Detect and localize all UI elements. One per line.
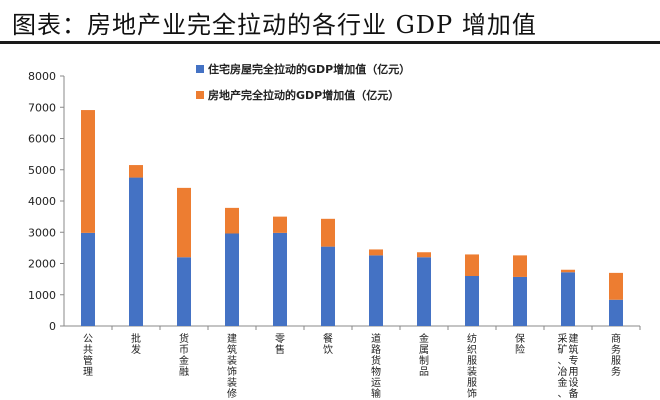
bar-series-1: [321, 246, 335, 326]
bar-series-2: [225, 207, 239, 234]
y-tick-label: 3000: [28, 226, 56, 239]
x-tick-label: 纺织服装服饰: [467, 332, 477, 400]
y-tick-label: 2000: [28, 258, 56, 271]
bar-series-2: [81, 110, 95, 233]
bar-series-1: [369, 255, 383, 326]
y-tick-label: 4000: [28, 195, 56, 208]
bar-series-2: [129, 165, 143, 178]
bar-series-2: [321, 218, 335, 247]
y-tick-label: 8000: [28, 70, 56, 83]
bar-series-2: [465, 254, 479, 276]
bar-series-2: [273, 216, 287, 233]
x-tick-label: 货币金融: [179, 332, 189, 378]
x-tick-label: 采矿、冶金、建筑专用设备: [558, 332, 579, 400]
page-title: 图表：房地产业完全拉动的各行业 GDP 增加值: [12, 11, 537, 39]
bar-series-2: [513, 255, 527, 277]
header: 图表：房地产业完全拉动的各行业 GDP 增加值: [0, 0, 660, 44]
y-tick-label: 6000: [28, 133, 56, 146]
legend-swatch-series-1: [196, 65, 204, 73]
legend-label-series-1: 住宅房屋完全拉动的GDP增加值（亿元）: [208, 62, 410, 76]
y-tick-label: 7000: [28, 101, 56, 114]
x-tick-label: 金属制品: [419, 332, 429, 378]
x-tick-label: 公共管理: [83, 334, 93, 378]
bar-series-2: [369, 249, 383, 256]
y-axis: 0 1000 2000 3000 4000 5000 6000 7000 8000: [28, 70, 640, 333]
x-tick-label: 商务服务: [611, 332, 621, 378]
legend: 住宅房屋完全拉动的GDP增加值（亿元） 房地产完全拉动的GDP增加值（亿元）: [196, 62, 410, 102]
bar-series-1: [273, 232, 287, 326]
bar-series-1: [561, 272, 575, 326]
y-tick-label: 1000: [28, 289, 56, 302]
y-tick-label: 0: [49, 320, 56, 333]
bar-series-1: [609, 299, 623, 326]
y-tick-label: 5000: [28, 164, 56, 177]
x-tick-label: 保险: [515, 332, 525, 356]
bar-series-2: [177, 187, 191, 258]
legend-swatch-series-2: [196, 91, 204, 99]
x-tick-label: 批发: [131, 332, 141, 356]
legend-label-series-2: 房地产完全拉动的GDP增加值（亿元）: [208, 88, 399, 102]
bar-series-1: [81, 232, 95, 326]
x-axis-labels: 公共管理 批发 货币金融 建筑装饰装修 零售 餐饮 道路货物运输 金属制品 纺织服装服饰 保险 采矿…: [83, 332, 621, 400]
bar-series: [81, 110, 641, 330]
x-tick-label: 零售: [275, 333, 285, 356]
bar-series-1: [177, 257, 191, 326]
x-tick-label: 建筑装饰装修: [227, 332, 237, 400]
bar-series-2: [609, 272, 623, 300]
bar-series-1: [417, 257, 431, 326]
bar-series-1: [129, 177, 143, 326]
x-tick-label: 道路货物运输: [371, 332, 381, 400]
bar-series-1: [513, 276, 527, 326]
x-tick-label: 餐饮: [323, 332, 333, 356]
bar-series-1: [225, 233, 239, 326]
chart: 0 1000 2000 3000 4000 5000 6000 7000 8000 公共管理 批发…: [28, 62, 641, 400]
bar-series-1: [465, 276, 479, 326]
bar-series-2: [417, 252, 431, 258]
bar-series-2: [561, 269, 575, 273]
